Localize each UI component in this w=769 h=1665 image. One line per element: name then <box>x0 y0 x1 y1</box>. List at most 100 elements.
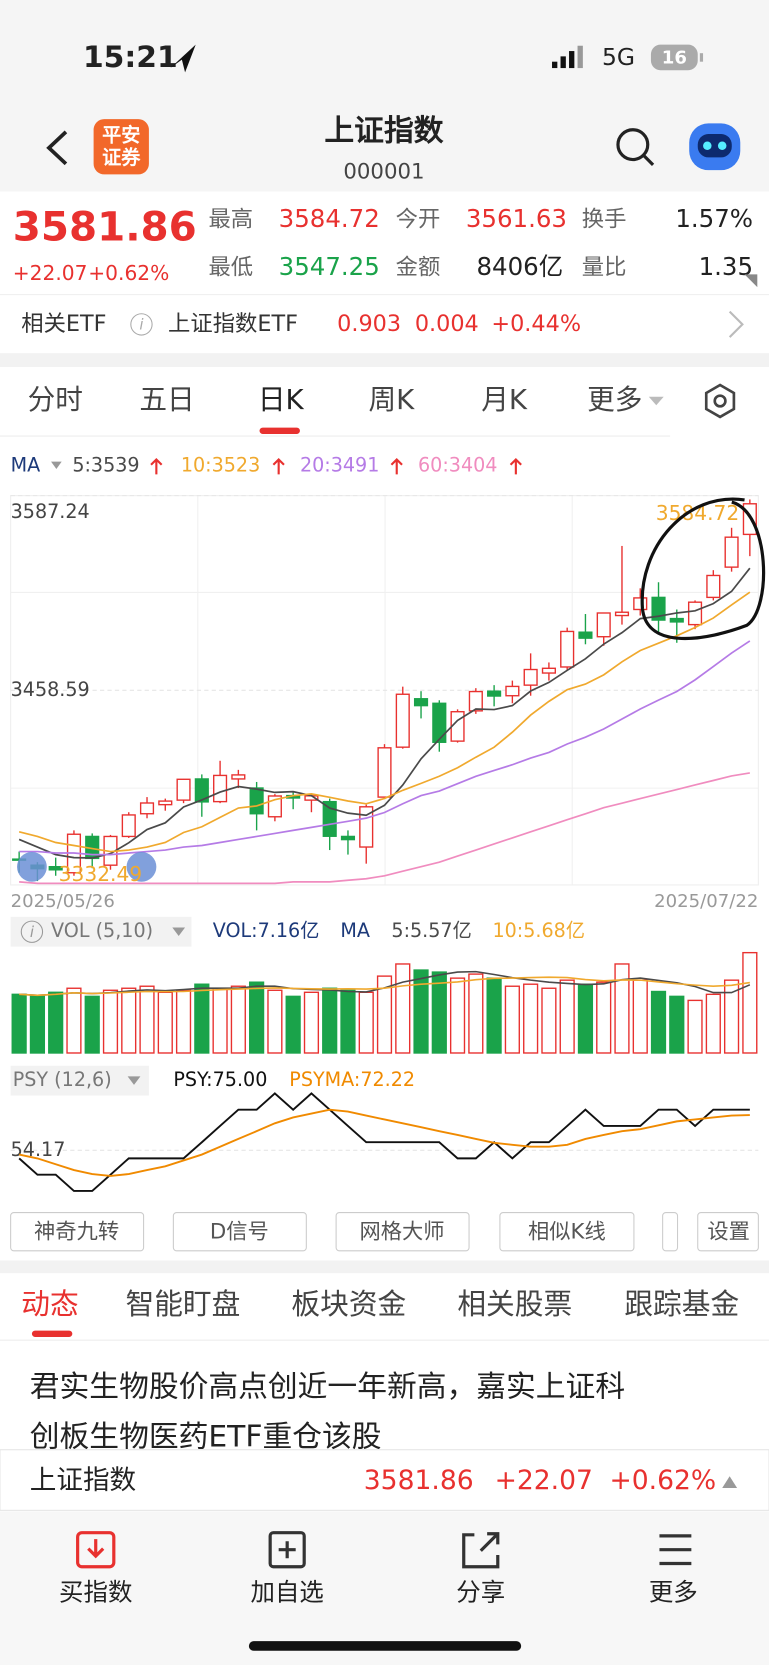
candle-body <box>578 631 593 639</box>
candle-body <box>505 685 520 697</box>
ma-title: MA <box>11 453 41 476</box>
info-icon[interactable] <box>130 313 153 336</box>
change: +22.07 <box>13 261 88 285</box>
legend-entry: PSY:75.00 <box>173 1068 267 1091</box>
location-icon <box>170 44 196 73</box>
volume-bar <box>249 981 265 1054</box>
up-arrows <box>150 457 522 475</box>
tool-label: 相似K线 <box>528 1220 606 1245</box>
indicator-selector[interactable] <box>10 1065 149 1096</box>
tool-label: D信号 <box>210 1220 269 1245</box>
news-line: 创板生物医药ETF重仓该股 <box>30 1420 382 1455</box>
tool-button[interactable] <box>499 1212 635 1252</box>
buy-icon[interactable] <box>76 1531 116 1569</box>
volume-bar <box>395 963 411 1054</box>
search-icon[interactable] <box>616 128 655 166</box>
legend-entry: 20:3491 <box>300 453 379 476</box>
overlay-icon <box>126 851 157 882</box>
volume-bar <box>742 951 758 1054</box>
news-tab[interactable]: 跟踪基金 <box>624 1287 739 1321</box>
volume-bar <box>267 989 283 1054</box>
volume-bar <box>577 983 594 1054</box>
tool-button[interactable] <box>697 1212 759 1252</box>
title: 上证指数 <box>324 113 443 148</box>
low-label: 3332.49 <box>59 862 142 886</box>
assistant-icon[interactable] <box>689 123 741 171</box>
tab[interactable]: 更多 <box>587 383 642 416</box>
volume-bar <box>358 991 374 1054</box>
dropdown-arrow <box>127 1076 141 1085</box>
volume-bar <box>376 975 393 1054</box>
news-tab-active[interactable]: 动态 <box>21 1287 78 1321</box>
candle-body <box>158 800 173 806</box>
volume-bar <box>650 990 667 1054</box>
news-line: 君实生物股价高点创近一年新高，嘉实上证科 <box>30 1370 625 1405</box>
y-tick-label: 3587.24 <box>11 500 90 523</box>
indicator-selector[interactable] <box>10 916 192 947</box>
logo[interactable] <box>93 119 149 175</box>
indicator-name: VOL (5,10) <box>51 919 153 942</box>
volume-bar <box>84 995 100 1054</box>
footer-quote-bar[interactable] <box>0 1449 769 1511</box>
nav-label[interactable]: 买指数 <box>59 1577 132 1606</box>
etf-name[interactable]: 上证指数ETF <box>168 311 298 337</box>
back-button[interactable] <box>46 130 68 166</box>
tool-button[interactable] <box>10 1212 145 1252</box>
high-label: 3584.72 <box>656 501 739 525</box>
tab[interactable]: 周K <box>369 383 416 416</box>
volume-bar <box>523 983 539 1054</box>
candle-body <box>706 574 721 599</box>
share-icon[interactable] <box>462 1532 500 1569</box>
add-icon[interactable] <box>268 1531 306 1569</box>
etf-arrow[interactable] <box>728 310 744 338</box>
code: 000001 <box>343 159 424 184</box>
tab[interactable]: 月K <box>481 383 528 416</box>
volume-bar <box>431 971 447 1054</box>
volume-bar <box>541 987 557 1054</box>
expand-arrow[interactable] <box>722 1476 738 1489</box>
tool-button[interactable] <box>335 1212 470 1252</box>
tab[interactable]: 五日 <box>139 383 194 416</box>
news-tab[interactable]: 智能盯盘 <box>126 1287 241 1321</box>
indicator-name: PSY (12,6) <box>13 1068 112 1091</box>
tool-button[interactable] <box>172 1212 307 1252</box>
news-tab[interactable]: 板块资金 <box>291 1287 406 1321</box>
news-item[interactable]: 君实生物股价高点创近一年新高，嘉实上证科 创板生物医药ETF重仓该股 <box>30 1370 625 1455</box>
candle-body <box>596 612 611 638</box>
tool-button[interactable] <box>662 1212 679 1252</box>
price: 3581.86 <box>13 203 197 251</box>
volume-bar <box>194 983 210 1054</box>
info-icon[interactable] <box>20 920 44 943</box>
legend-entry: 5:5.57亿 <box>391 919 471 942</box>
nav-bar <box>0 1511 769 1665</box>
nav-label[interactable]: 加自选 <box>250 1577 323 1606</box>
field-label: 换手 <box>582 207 627 233</box>
legend-entry: 60:3404 <box>418 453 497 476</box>
field-label: 量比 <box>582 255 627 281</box>
volume-bar <box>29 995 46 1054</box>
candle-body <box>176 778 191 801</box>
volume-bar <box>139 985 155 1054</box>
candle-body <box>487 690 502 697</box>
nav-label[interactable]: 分享 <box>456 1577 505 1606</box>
info-glyph: i <box>139 315 144 333</box>
candle-body <box>450 711 465 742</box>
candle-body <box>651 596 666 621</box>
tab[interactable]: 分时 <box>28 383 83 416</box>
candle-body <box>614 611 630 617</box>
nav-label[interactable]: 更多 <box>649 1577 698 1606</box>
candle-body <box>194 778 209 803</box>
psy-line <box>18 1108 750 1177</box>
news-tab[interactable]: 相关股票 <box>457 1287 572 1321</box>
settings-icon[interactable] <box>704 383 736 419</box>
more-icon[interactable] <box>659 1534 692 1566</box>
legend-entry: 5:3539 <box>72 453 139 476</box>
volume-bar <box>669 995 685 1054</box>
volume-bar <box>157 991 173 1054</box>
y-tick-label: 54.17 <box>11 1138 66 1161</box>
candle-body <box>432 702 447 743</box>
candle-body <box>340 835 356 841</box>
tab-active[interactable]: 日K <box>258 383 305 416</box>
